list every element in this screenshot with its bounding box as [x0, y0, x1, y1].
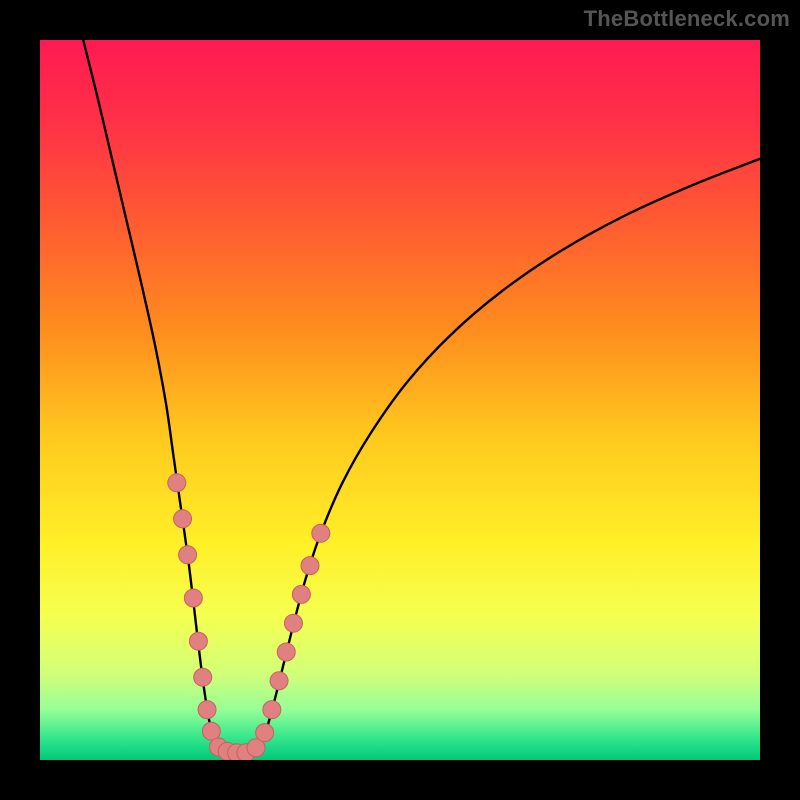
data-marker	[168, 474, 186, 492]
data-marker	[194, 668, 212, 686]
data-marker	[174, 510, 192, 528]
data-marker	[284, 614, 302, 632]
data-marker	[312, 524, 330, 542]
data-marker	[198, 701, 216, 719]
chart-frame: TheBottleneck.com	[0, 0, 800, 800]
watermark-text: TheBottleneck.com	[584, 6, 790, 32]
data-marker	[256, 724, 274, 742]
data-marker	[292, 585, 310, 603]
chart-svg	[40, 40, 760, 760]
data-marker	[277, 643, 295, 661]
data-marker	[179, 546, 197, 564]
data-marker	[184, 589, 202, 607]
data-marker	[270, 672, 288, 690]
data-marker	[263, 701, 281, 719]
data-marker	[301, 557, 319, 575]
gradient-background	[40, 40, 760, 760]
plot-area	[40, 40, 760, 760]
data-marker	[202, 722, 220, 740]
data-marker	[189, 632, 207, 650]
